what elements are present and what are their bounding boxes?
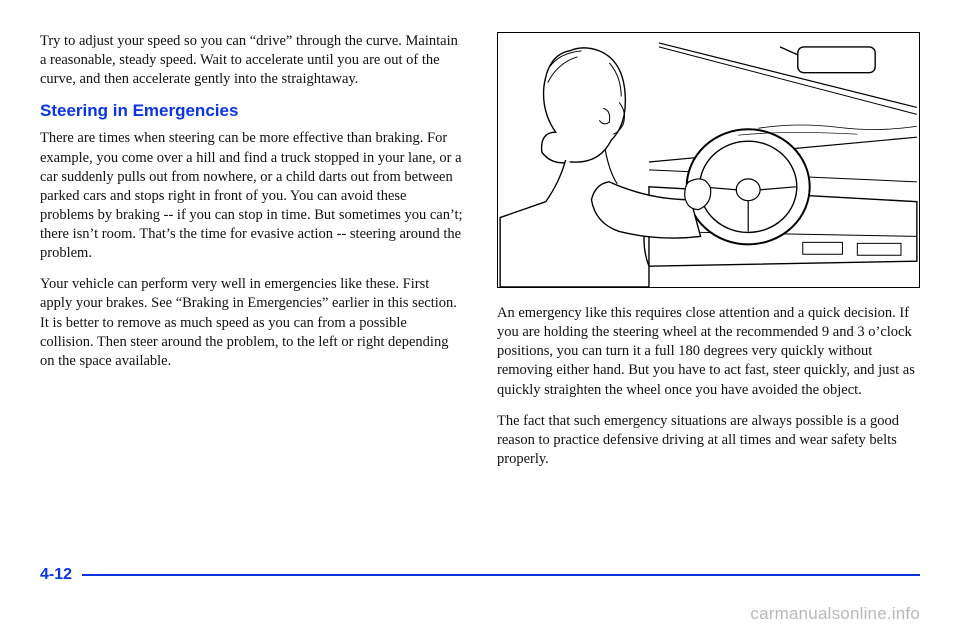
paragraph: Try to adjust your speed so you can “dri… [40, 32, 463, 89]
page-number: 4-12 [40, 566, 72, 584]
illustration-driver-icon [497, 32, 920, 288]
left-column: Try to adjust your speed so you can “dri… [40, 32, 463, 481]
two-column-layout: Try to adjust your speed so you can “dri… [40, 32, 920, 481]
watermark-text: carmanualsonline.info [750, 604, 920, 624]
paragraph: Your vehicle can perform very well in em… [40, 275, 463, 371]
paragraph: The fact that such emergency situations … [497, 412, 920, 469]
right-column: An emergency like this requires close at… [497, 32, 920, 481]
footer-rule [82, 574, 920, 576]
section-heading: Steering in Emergencies [40, 101, 463, 121]
driver-line-art-icon [498, 33, 919, 287]
paragraph: An emergency like this requires close at… [497, 304, 920, 400]
page-footer: 4-12 [40, 566, 920, 584]
paragraph: There are times when steering can be mor… [40, 129, 463, 263]
page: Try to adjust your speed so you can “dri… [0, 0, 960, 640]
